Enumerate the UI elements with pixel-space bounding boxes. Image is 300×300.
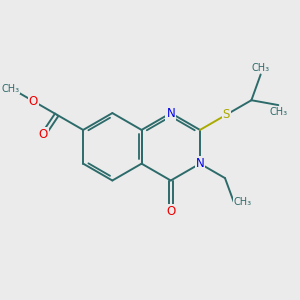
Text: O: O xyxy=(39,128,48,141)
Text: CH₃: CH₃ xyxy=(234,196,252,207)
Text: CH₃: CH₃ xyxy=(252,63,270,73)
Text: S: S xyxy=(223,108,230,121)
Text: O: O xyxy=(28,94,38,107)
Text: N: N xyxy=(167,106,175,120)
Text: CH₃: CH₃ xyxy=(2,84,20,94)
Text: N: N xyxy=(196,157,204,170)
Text: CH₃: CH₃ xyxy=(269,107,287,117)
Text: O: O xyxy=(166,205,176,218)
